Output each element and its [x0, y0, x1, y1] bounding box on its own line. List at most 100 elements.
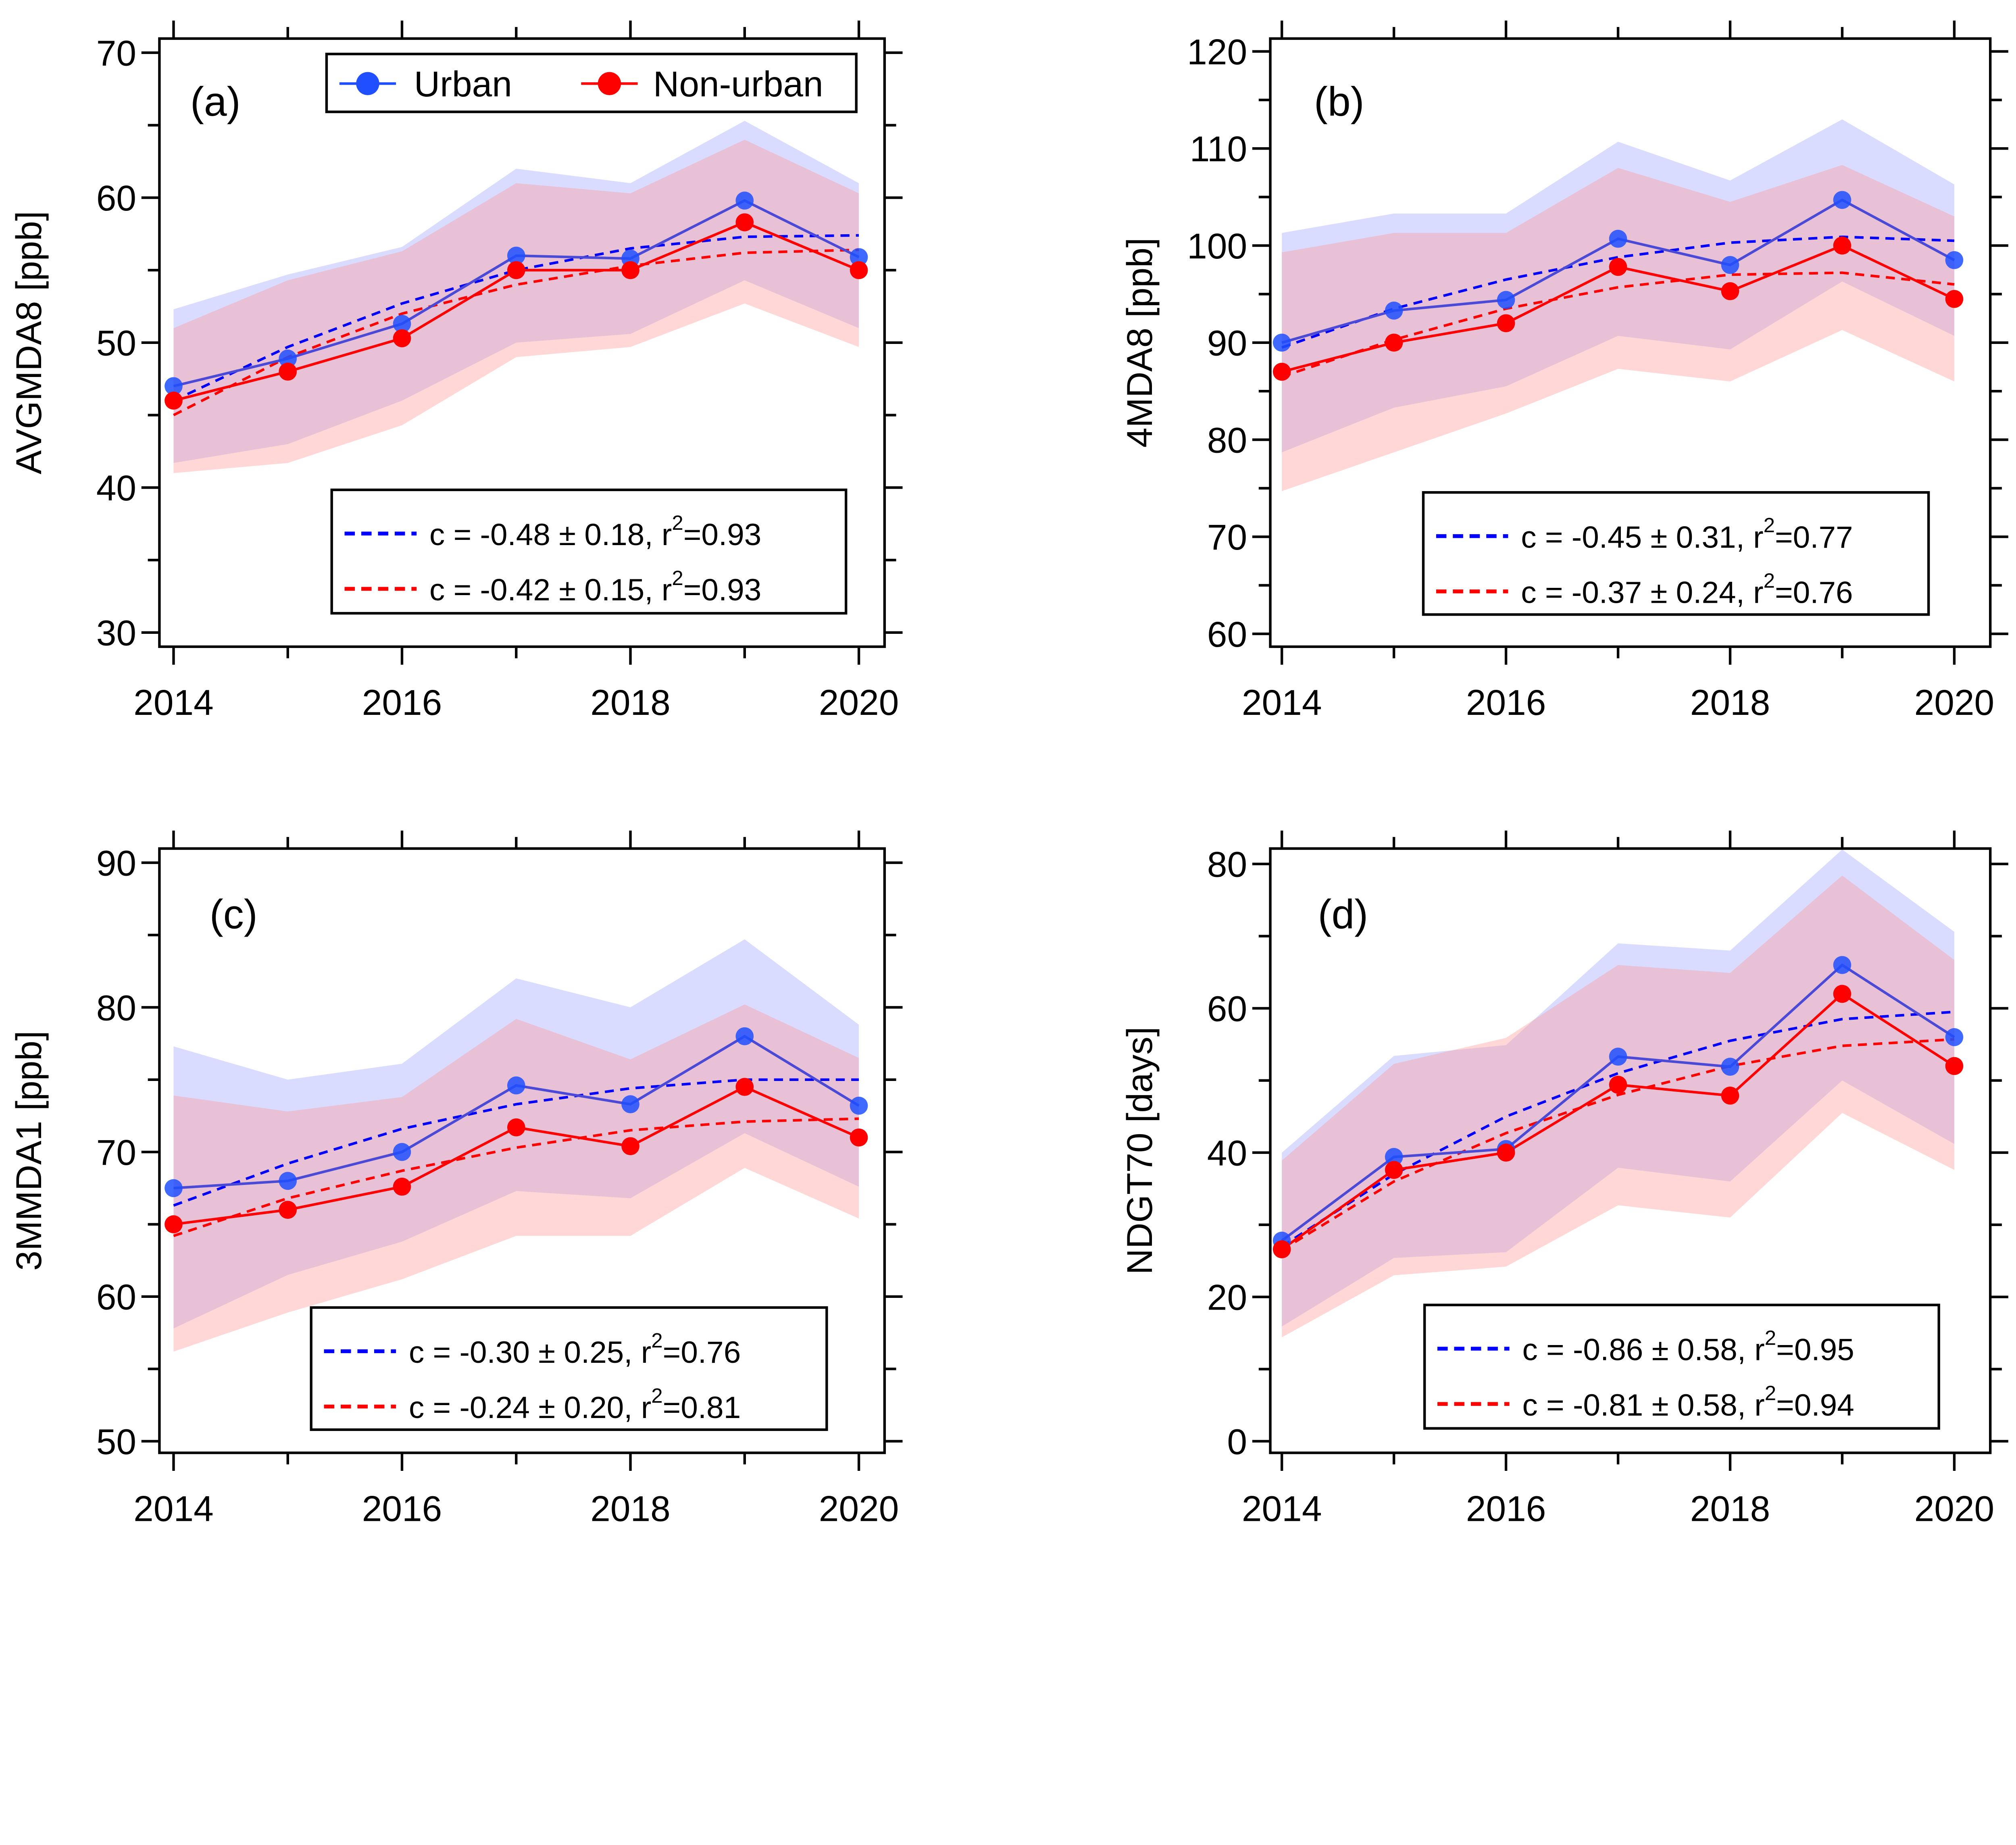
data-point-non-urban [165, 1215, 183, 1233]
band-non-urban [1282, 875, 1954, 1337]
data-point-urban [1609, 229, 1627, 248]
x-tick-label: 2016 [362, 1488, 442, 1528]
fit-superscript: 2 [1764, 514, 1775, 537]
fit-legend-box [1423, 1304, 1940, 1430]
data-point-non-urban [1385, 333, 1403, 352]
band-non-urban [1282, 165, 1954, 491]
band-non-urban [173, 140, 859, 473]
fit-r2-value: =0.76 [1775, 576, 1853, 610]
fit-r2-value: =0.81 [663, 1391, 741, 1425]
y-axis-label: 3MMDA1 [ppb] [8, 1031, 49, 1270]
panel-c: 50 60 70 80 90 2014 2016 2018 2020 3MMDA1 [ppb] (c… [8, 830, 903, 1528]
fit-legend: c = -0.86 ± 0.58, r2=0.95 c = -0.81 ± 0.5… [1423, 1304, 1940, 1430]
data-point-urban [507, 246, 525, 265]
band-urban [173, 121, 859, 463]
data-point-non-urban [735, 213, 754, 231]
panel-label: (c) [210, 891, 258, 937]
data-point-non-urban [1833, 236, 1851, 255]
data-point-non-urban [507, 261, 525, 279]
data-point-urban [279, 350, 297, 368]
panel-d: 0 20 40 60 80 2014 2016 2018 2020 NDGT70 [days] (d… [1119, 830, 2008, 1528]
data-point-urban [393, 1143, 411, 1161]
y-tick-label: 50 [96, 1421, 136, 1462]
plot-area [165, 939, 868, 1352]
data-point-urban [735, 192, 754, 210]
data-point-urban [1385, 1148, 1403, 1166]
data-point-urban [1833, 956, 1851, 974]
panel-label: (b) [1314, 79, 1364, 125]
band-urban [1282, 119, 1954, 452]
y-axis-label: 4MDA8 [ppb] [1119, 237, 1160, 448]
x-tick-label: 2014 [1242, 682, 1322, 723]
y-tick-label: 70 [96, 1132, 136, 1172]
fit-legend-entry: c = -0.42 ± 0.15, r2=0.93 [429, 566, 761, 607]
fit-legend-box [1422, 491, 1930, 616]
fit-superscript: 2 [651, 1329, 662, 1352]
x-tick-label: 2016 [362, 682, 442, 723]
fit-legend-entry: c = -0.86 ± 0.58, r2=0.95 [1522, 1326, 1854, 1367]
data-point-non-urban [393, 1177, 411, 1196]
y-tick-label: 60 [1207, 614, 1247, 654]
panel-a: 30 40 50 60 70 2014 2016 2018 2020 AVGMDA8 [ppb] (… [8, 21, 903, 723]
y-axis-label: NDGT70 [days] [1119, 1027, 1160, 1274]
data-point-urban [1497, 291, 1515, 309]
data-point-non-urban [507, 1118, 525, 1137]
data-point-urban [279, 1172, 297, 1190]
y-tick-label: 40 [1207, 1133, 1247, 1173]
fit-line-non-urban [1281, 271, 1955, 378]
y-tick-label: 70 [1207, 517, 1247, 557]
fit-legend: c = -0.45 ± 0.31, r2=0.77 c = -0.37 ± 0.2… [1422, 491, 1930, 616]
data-point-non-urban [850, 261, 868, 279]
y-tick-label: 90 [1207, 323, 1247, 363]
data-point-non-urban [1609, 1076, 1627, 1094]
y-tick-label: 80 [1207, 844, 1247, 885]
x-tick-label: 2014 [133, 1488, 214, 1528]
fit-text: c = -0.42 ± 0.15, r [429, 573, 672, 607]
data-point-urban [1609, 1047, 1627, 1066]
legend-label: Urban [414, 64, 512, 104]
x-tick-label: 2016 [1466, 682, 1546, 723]
data-point-urban [165, 1179, 183, 1197]
panel-b: 60 70 80 90 100 110 120 2014 2016 2018 2020 4MDA8 [… [1119, 21, 2008, 723]
fit-text: c = -0.30 ± 0.25, r [409, 1335, 651, 1370]
data-point-urban [1385, 302, 1403, 320]
data-point-urban [507, 1076, 525, 1095]
data-point-urban [165, 377, 183, 395]
data-point-non-urban [279, 362, 297, 381]
plot-area [1272, 119, 1964, 491]
fit-line-urban [1281, 1010, 1955, 1248]
legend-marker-urban [356, 72, 379, 95]
data-point-non-urban [393, 329, 411, 348]
fit-legend-entry: c = -0.48 ± 0.18, r2=0.93 [429, 511, 761, 552]
y-tick-label: 50 [96, 323, 136, 363]
fit-text: c = -0.86 ± 0.58, r [1522, 1333, 1764, 1367]
data-point-non-urban [1272, 1240, 1291, 1258]
x-tick-label: 2014 [1242, 1488, 1322, 1528]
fit-r2-value: =0.93 [683, 573, 762, 607]
fit-r2-value: =0.93 [683, 518, 762, 552]
fit-text: c = -0.81 ± 0.58, r [1522, 1388, 1764, 1422]
y-tick-label: 80 [96, 987, 136, 1028]
fit-text: c = -0.37 ± 0.24, r [1521, 576, 1763, 610]
x-tick-label: 2020 [819, 1488, 899, 1528]
data-point-non-urban [1833, 985, 1851, 1003]
axes-frame [1269, 847, 1992, 1454]
y-tick-label: 90 [96, 843, 136, 883]
fit-legend-box [330, 488, 848, 615]
fit-text: c = -0.48 ± 0.18, r [429, 518, 672, 552]
x-tick-label: 2020 [819, 682, 899, 723]
y-tick-label: 80 [1207, 420, 1247, 460]
data-point-non-urban [1497, 314, 1515, 332]
y-tick-label: 110 [1190, 129, 1247, 169]
fit-legend-box [310, 1306, 828, 1431]
data-point-non-urban [850, 1128, 868, 1147]
data-point-urban [1721, 1058, 1739, 1076]
data-point-non-urban [621, 261, 639, 279]
fit-legend-entry: c = -0.37 ± 0.24, r2=0.76 [1521, 569, 1853, 610]
data-point-non-urban [1497, 1143, 1515, 1162]
data-point-non-urban [1609, 258, 1627, 276]
y-tick-label: 100 [1187, 226, 1247, 266]
y-tick-label: 60 [96, 1277, 136, 1317]
panel-label: (a) [190, 79, 241, 125]
band-non-urban [173, 1004, 859, 1352]
